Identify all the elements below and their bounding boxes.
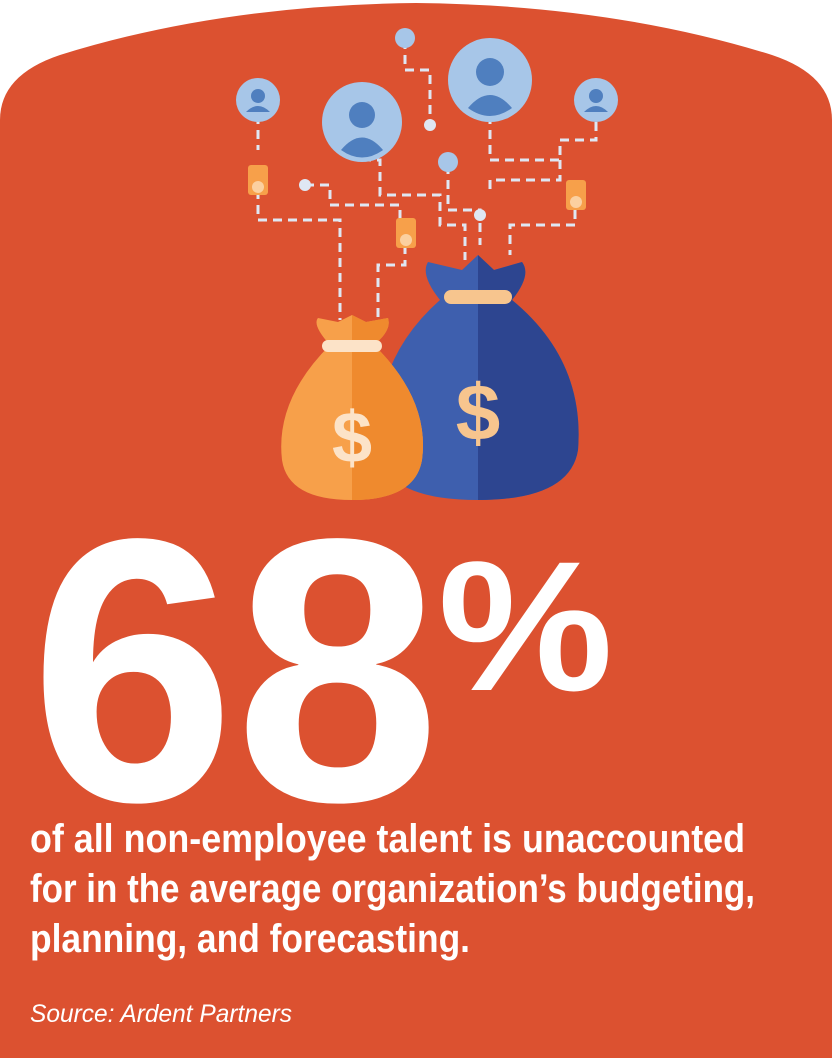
description-line: for in the average organization’s budget…: [30, 867, 755, 911]
description-line: planning, and forecasting.: [30, 917, 470, 961]
svg-text:$: $: [332, 398, 372, 478]
background: [0, 3, 832, 1058]
stat-unit: %: [438, 524, 613, 730]
svg-text:$: $: [456, 368, 501, 457]
source: Source: Ardent Partners: [30, 1000, 292, 1028]
illustration: $ $: [236, 28, 618, 500]
description: of all non-employee talent is unaccounte…: [30, 817, 755, 961]
description-line: of all non-employee talent is unaccounte…: [30, 817, 745, 861]
stat-value: 68: [30, 462, 440, 880]
